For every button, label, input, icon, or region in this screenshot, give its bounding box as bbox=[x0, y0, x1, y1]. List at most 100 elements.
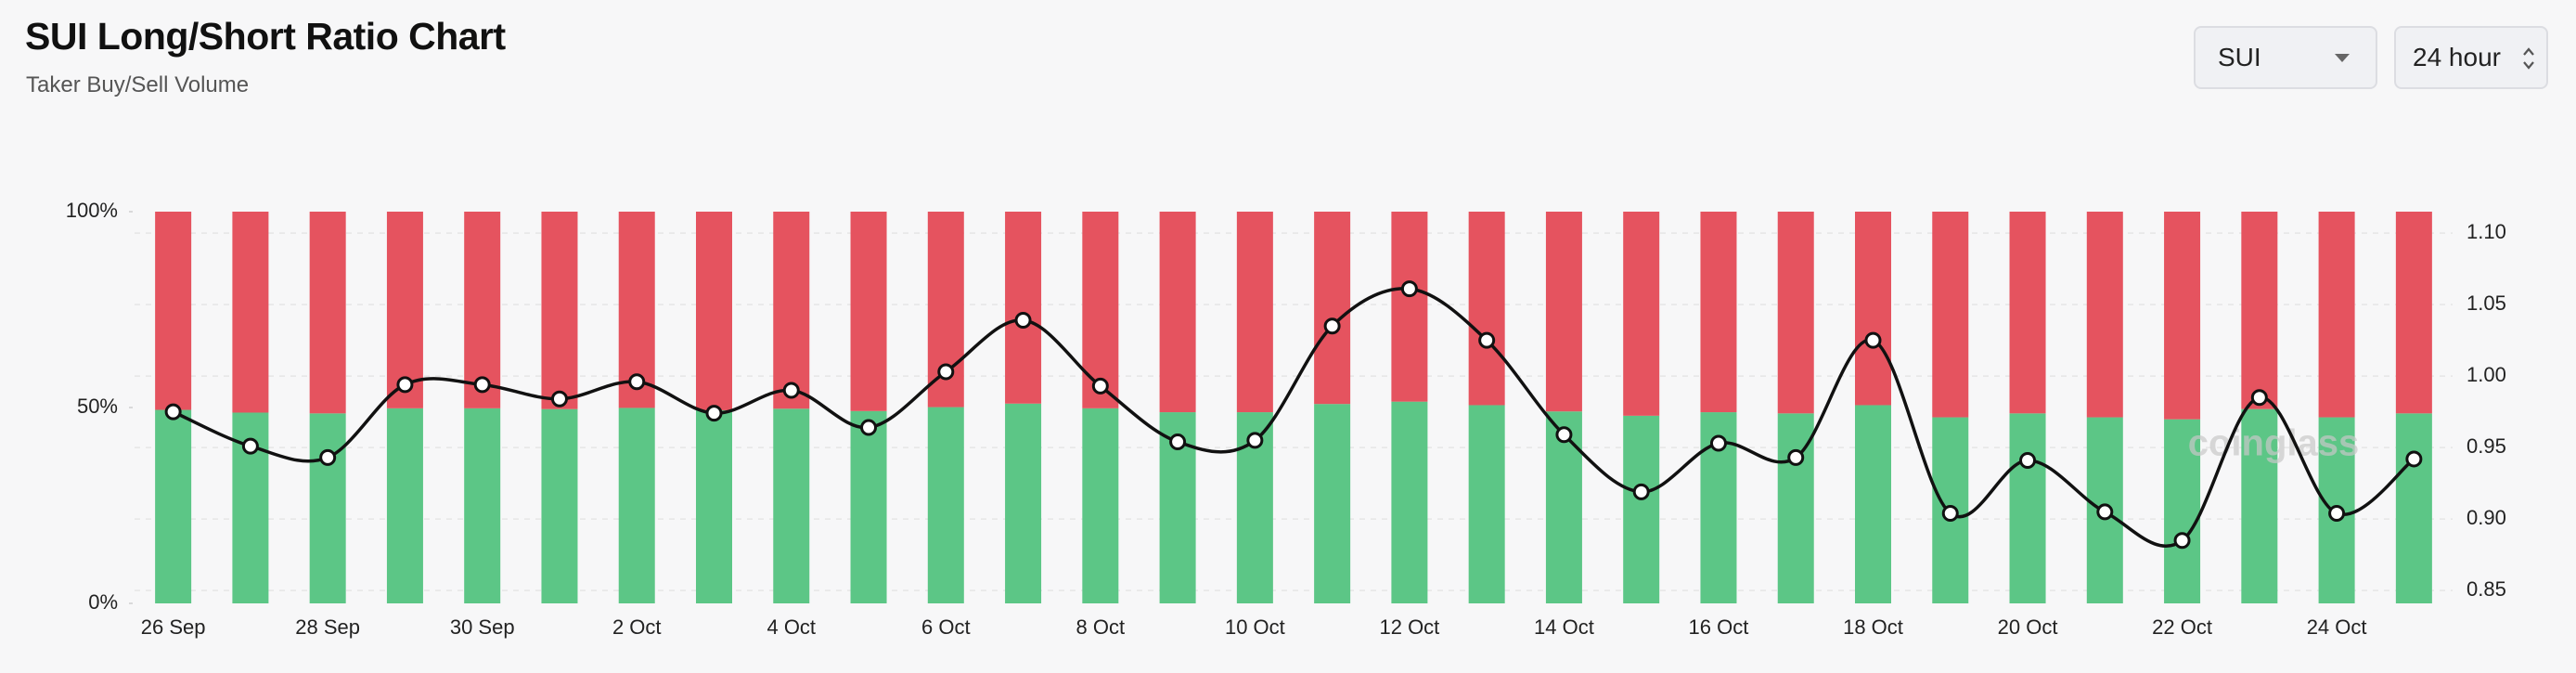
x-tick-label: 22 Oct bbox=[2152, 615, 2212, 639]
bar-segment bbox=[696, 409, 732, 603]
ratio-point bbox=[705, 405, 723, 422]
bar-segment bbox=[464, 212, 501, 408]
bar-segment bbox=[386, 408, 423, 603]
ratio-point bbox=[2173, 532, 2191, 550]
y2-tick-label: 1.10 bbox=[2467, 220, 2506, 243]
symbol-value: SUI bbox=[2218, 43, 2261, 71]
bar-segment bbox=[1391, 212, 1428, 402]
bar-segment bbox=[155, 212, 192, 410]
x-tick-label: 8 Oct bbox=[1076, 615, 1126, 639]
ratio-point bbox=[782, 382, 800, 399]
bar-segment bbox=[2009, 212, 2046, 414]
bar-segment bbox=[1932, 212, 1969, 418]
ratio-point bbox=[2250, 389, 2268, 407]
bar-segment bbox=[1855, 405, 1891, 603]
bar-segment bbox=[2009, 413, 2046, 603]
symbol-select[interactable]: SUI bbox=[2194, 26, 2377, 89]
x-tick-label: 2 Oct bbox=[612, 615, 662, 639]
y2-tick-label: 1.00 bbox=[2467, 363, 2506, 386]
bar-segment bbox=[541, 212, 578, 409]
ratio-point bbox=[1246, 432, 1264, 449]
bar-segment bbox=[696, 212, 732, 410]
bar-segment bbox=[2241, 212, 2278, 409]
y2-tick-label: 0.95 bbox=[2467, 434, 2506, 458]
x-tick-label: 26 Sep bbox=[141, 615, 206, 639]
x-tick-label: 14 Oct bbox=[1534, 615, 1594, 639]
bar-segment bbox=[1159, 412, 1196, 603]
ratio-point bbox=[1709, 434, 1727, 452]
bar-segment bbox=[1005, 403, 1042, 603]
x-tick-label: 16 Oct bbox=[1689, 615, 1749, 639]
bar-segment bbox=[618, 408, 655, 603]
bar-segment bbox=[1005, 212, 1042, 404]
ratio-point bbox=[319, 448, 337, 466]
bar-segment bbox=[1545, 411, 1582, 603]
ratio-point bbox=[1632, 483, 1650, 500]
y-tick-label: 50% bbox=[77, 395, 118, 418]
bar-segment bbox=[155, 409, 192, 603]
chart-subtitle: Taker Buy/Sell Volume bbox=[26, 72, 250, 97]
x-tick-label: 18 Oct bbox=[1843, 615, 1903, 639]
watermark: coinglass bbox=[2188, 423, 2360, 464]
ratio-point bbox=[937, 363, 955, 381]
interval-select[interactable]: 24 hour bbox=[2394, 26, 2548, 89]
ratio-point bbox=[628, 373, 646, 391]
x-tick-label: 6 Oct bbox=[921, 615, 971, 639]
bar-segment bbox=[1082, 408, 1119, 603]
ratio-point bbox=[241, 437, 259, 455]
bar-segment bbox=[464, 408, 501, 603]
ratio-point bbox=[473, 376, 491, 394]
bar-segment bbox=[927, 212, 964, 408]
ratio-line bbox=[172, 287, 2415, 548]
x-tick-label: 10 Oct bbox=[1225, 615, 1285, 639]
chart-title: SUI Long/Short Ratio Chart bbox=[25, 15, 506, 58]
ratio-point bbox=[550, 390, 568, 408]
x-tick-label: 4 Oct bbox=[766, 615, 816, 639]
ratio-point bbox=[1864, 331, 1882, 349]
bar-segment bbox=[1391, 401, 1428, 603]
bar-segment bbox=[2318, 417, 2355, 603]
y-tick-label: 100% bbox=[66, 199, 118, 222]
ratio-point bbox=[1555, 426, 1573, 444]
bar-segment bbox=[1314, 212, 1351, 405]
ratio-point bbox=[1323, 317, 1341, 335]
bar-segment bbox=[1777, 212, 1814, 414]
x-tick-label: 30 Sep bbox=[450, 615, 515, 639]
ratio-point bbox=[2405, 450, 2423, 468]
bar-segment bbox=[927, 407, 964, 603]
x-tick-label: 12 Oct bbox=[1379, 615, 1439, 639]
bar-segment bbox=[1159, 212, 1196, 413]
bar-segment bbox=[1082, 212, 1119, 408]
x-tick-label: 28 Sep bbox=[295, 615, 360, 639]
bar-segment bbox=[1236, 412, 1273, 603]
y2-tick-label: 0.85 bbox=[2467, 577, 2506, 601]
bar-segment bbox=[386, 212, 423, 408]
bar-segment bbox=[1932, 417, 1969, 603]
bar-segment bbox=[2318, 212, 2355, 418]
bar-segment bbox=[1623, 415, 1660, 603]
bar-segment bbox=[2395, 413, 2432, 603]
bar-segment bbox=[1700, 412, 1737, 603]
ratio-point bbox=[164, 403, 182, 421]
ratio-point bbox=[1787, 448, 1805, 466]
bar-segment bbox=[2086, 212, 2123, 418]
ratio-point bbox=[1169, 433, 1187, 450]
y-tick-label: 0% bbox=[88, 590, 118, 614]
ratio-point bbox=[396, 376, 414, 394]
bar-segment bbox=[773, 212, 810, 409]
bar-segment bbox=[1777, 413, 1814, 603]
bar-segment bbox=[1700, 212, 1737, 413]
dropdown-arrow bbox=[2335, 54, 2350, 62]
bar-segment bbox=[850, 410, 887, 603]
bar-segment bbox=[1314, 404, 1351, 603]
bar-segment bbox=[541, 408, 578, 603]
bar-segment bbox=[2164, 419, 2201, 603]
bar-segment bbox=[232, 212, 269, 413]
bar-segment bbox=[1623, 212, 1660, 416]
bar-segment bbox=[1545, 212, 1582, 412]
x-tick-label: 24 Oct bbox=[2307, 615, 2367, 639]
ratio-point bbox=[1400, 280, 1418, 298]
ratio-point bbox=[860, 419, 878, 436]
